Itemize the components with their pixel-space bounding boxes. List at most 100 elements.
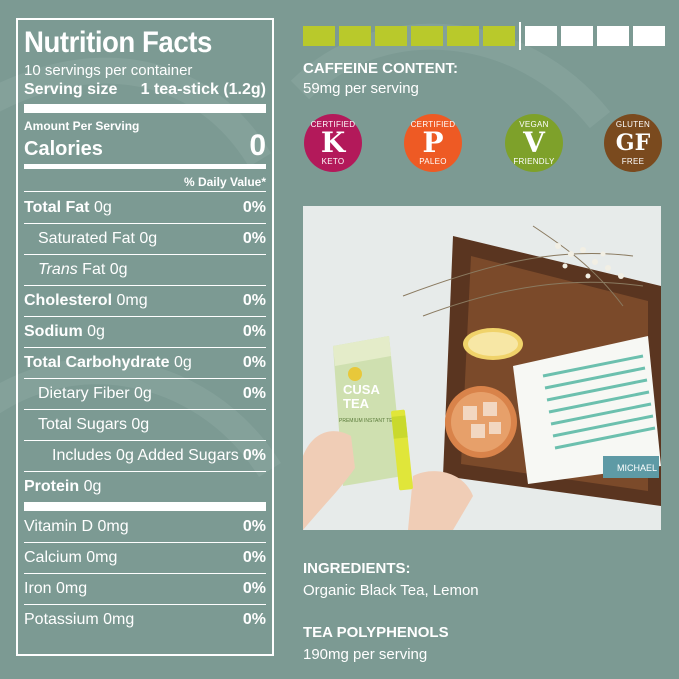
- badge-top-text: GLUTEN: [615, 120, 651, 129]
- vitamin-name: Calcium 0mg: [24, 549, 118, 566]
- nutrient-row-dietary-fiber: Dietary Fiber 0g 0%: [24, 378, 266, 409]
- nutrient-name: Saturated Fat: [38, 230, 135, 247]
- caffeine-segment-empty: [525, 26, 557, 46]
- nutrient-amount: 0g: [93, 198, 112, 216]
- box-logo-icon: [348, 367, 362, 381]
- polyphenols-value: 190mg per serving: [303, 646, 428, 663]
- vitamin-name: Vitamin D 0mg: [24, 517, 129, 535]
- badge-top-text: VEGAN: [519, 120, 549, 129]
- nutrient-name: Total Sugars: [38, 416, 127, 433]
- book-author-text: MICHAEL: [617, 463, 657, 473]
- nutrient-amount: 0g: [87, 323, 105, 340]
- nutrient-amount: 0mg: [116, 292, 148, 309]
- nutrient-amount: 0g: [131, 416, 150, 433]
- caffeine-segment-filled: [375, 26, 407, 46]
- caffeine-segment-filled: [447, 26, 479, 46]
- paleo-badge: CERTIFIED P PALEO: [404, 114, 462, 172]
- hands: [303, 431, 473, 530]
- tea-stick: [391, 409, 413, 491]
- nutrient-row-saturated-fat: Saturated Fat 0g 0%: [24, 223, 266, 254]
- product-photo: MICHAEL CUSA TEA PREMIUM INSTANT TEA: [303, 206, 661, 530]
- daily-value-header: % Daily Value*: [183, 175, 266, 189]
- nutrient-name: Trans: [38, 261, 78, 278]
- caffeine-segment-filled: [303, 26, 335, 46]
- vitamin-name: Iron 0mg: [24, 580, 88, 597]
- lemon-slice: [463, 328, 523, 360]
- nutrition-title: Nutrition Facts: [24, 26, 212, 59]
- serving-size-value: 1 tea-stick (1.2g): [140, 81, 266, 98]
- gluten-free-badge: GLUTEN GF FREE: [604, 114, 662, 172]
- nutrient-amount: 0g: [109, 261, 128, 278]
- badge-bottom-text: FRIENDLY: [513, 157, 555, 166]
- box-brand-line2: TEA: [343, 396, 370, 411]
- nutrient-row-added-sugars: Includes 0g Added Sugars 0%: [24, 440, 266, 471]
- nutrient-name: Protein: [24, 478, 80, 495]
- badge-bottom-text: PALEO: [419, 157, 447, 166]
- vegan-badge: VEGAN V FRIENDLY: [505, 114, 563, 172]
- nutrient-row-total-fat: Total Fat 0g 0%: [24, 192, 266, 223]
- divider-thick: [24, 104, 266, 113]
- caffeine-segment-empty: [633, 26, 665, 46]
- serving-size-label: Serving size: [24, 81, 118, 98]
- nutrient-row-total-sugars: Total Sugars 0g: [24, 409, 266, 440]
- vitamin-row-potassium: Potassium 0mg 0%: [24, 604, 266, 635]
- caffeine-title: CAFFEINE CONTENT:: [303, 60, 458, 77]
- iced-tea-glass: [445, 386, 517, 458]
- nutrient-row-cholesterol: Cholesterol 0mg 0%: [24, 285, 266, 316]
- nutrient-name: Dietary Fiber: [38, 385, 130, 402]
- nutrient-name: Sodium: [24, 323, 83, 340]
- vitamin-dv: 0%: [242, 580, 266, 597]
- calories-row: Calories 0: [24, 129, 266, 162]
- caffeine-segment-empty: [561, 26, 593, 46]
- vitamin-row-d: Vitamin D 0mg 0%: [24, 511, 266, 542]
- nutrient-dv: 0%: [242, 230, 266, 247]
- vitamin-name: Potassium 0mg: [24, 611, 135, 628]
- nutrient-row-total-carbohydrate: Total Carbohydrate 0g 0%: [24, 347, 266, 378]
- keto-badge: CERTIFIED K KETO: [304, 114, 362, 172]
- keto-icon: K: [320, 126, 346, 159]
- vegan-icon: V: [523, 126, 545, 159]
- vitamin-dv: 0%: [242, 611, 266, 628]
- nutrient-name: Total Fat: [24, 198, 90, 216]
- gluten-free-icon: GF: [615, 130, 651, 156]
- vitamin-row-calcium: Calcium 0mg 0%: [24, 542, 266, 573]
- nutrient-dv: 0%: [242, 323, 266, 340]
- nutrient-row-trans-fat: Trans Fat 0g: [24, 254, 266, 285]
- book: MICHAEL: [513, 336, 661, 484]
- servings-per-container: 10 servings per container: [24, 62, 193, 79]
- nutrient-amount: 0g: [134, 385, 152, 402]
- nutrient-amount: 0g: [173, 354, 192, 371]
- serving-size: Serving size 1 tea-stick (1.2g): [24, 80, 266, 100]
- flower-buds: [555, 243, 624, 279]
- paleo-icon: P: [422, 126, 444, 159]
- vitamin-dv: 0%: [242, 549, 266, 566]
- nutrient-name-suffix: Fat: [82, 261, 106, 278]
- nutrient-amount: 0g: [139, 230, 158, 247]
- vitamin-row-iron: Iron 0mg 0%: [24, 573, 266, 604]
- badge-top-text: CERTIFIED: [410, 120, 456, 129]
- calories-value: 0: [249, 129, 266, 162]
- nutrient-name: Total Carbohydrate: [24, 354, 170, 371]
- caffeine-segment-filled: [483, 26, 515, 46]
- box-subtitle: PREMIUM INSTANT TEA: [339, 418, 397, 424]
- badge-bottom-text: KETO: [321, 157, 345, 166]
- calories-label: Calories: [24, 138, 103, 160]
- nutrient-name: Cholesterol: [24, 292, 113, 309]
- caffeine-level-marker: [519, 22, 521, 50]
- nutrient-amount: 0g: [83, 478, 102, 495]
- vitamin-dv: 0%: [242, 517, 266, 535]
- amount-per-serving: Amount Per Serving: [24, 119, 140, 133]
- caffeine-level-bar: [303, 22, 665, 50]
- badge-top-text: CERTIFIED: [310, 120, 356, 129]
- nutrition-facts-panel: Nutrition Facts 10 servings per containe…: [16, 18, 274, 656]
- badge-bottom-text: FREE: [621, 157, 645, 166]
- divider-thick: [24, 502, 266, 511]
- nutrient-dv: 0%: [242, 447, 266, 464]
- box-brand-line1: CUSA: [343, 382, 380, 397]
- caffeine-segment-filled: [339, 26, 371, 46]
- polyphenols-title: TEA POLYPHENOLS: [303, 624, 449, 641]
- nutrient-dv: 0%: [242, 292, 266, 309]
- product-photo-illustration: MICHAEL CUSA TEA PREMIUM INSTANT TEA: [303, 225, 661, 530]
- caffeine-segment-filled: [411, 26, 443, 46]
- nutrient-row-sodium: Sodium 0g 0%: [24, 316, 266, 347]
